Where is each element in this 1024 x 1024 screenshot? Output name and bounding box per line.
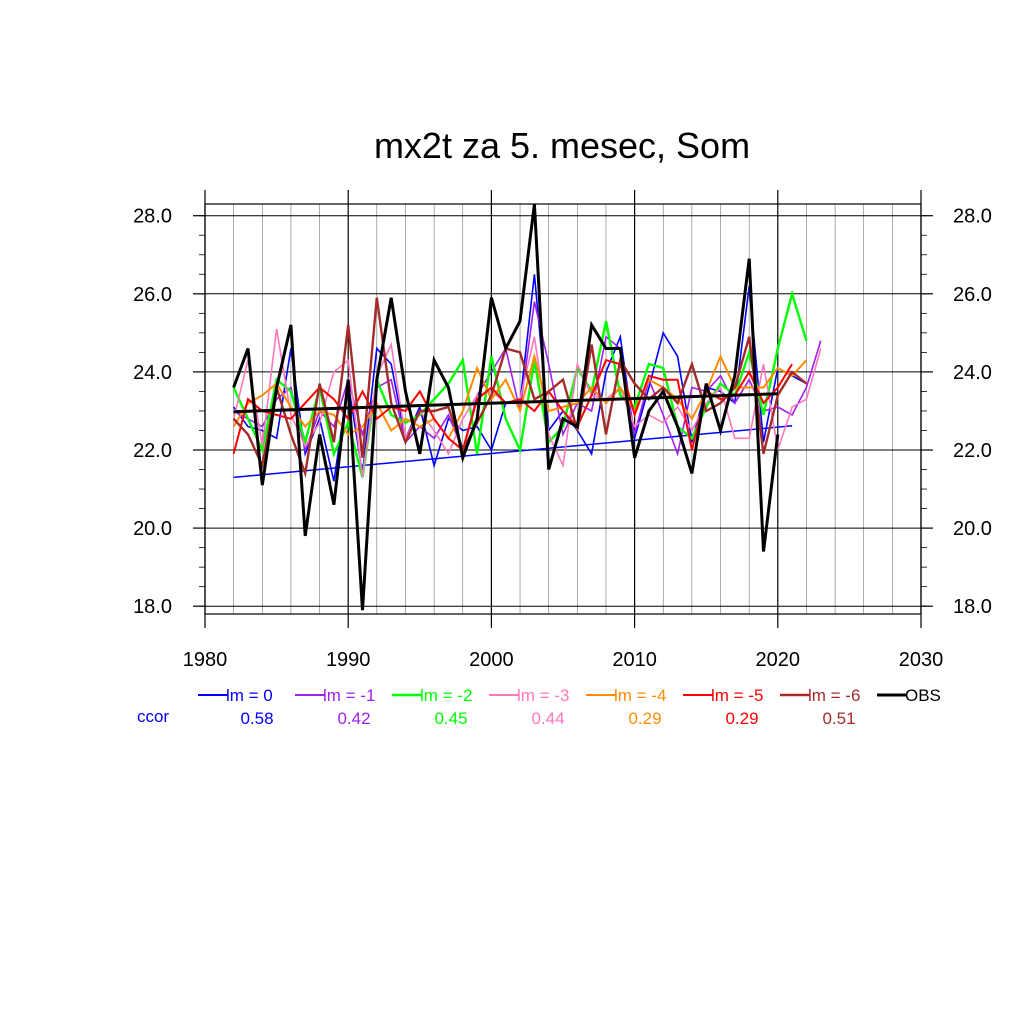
x-tick-label: 1990 xyxy=(326,649,371,671)
ccor-value: 0.29 xyxy=(628,709,661,728)
axis-ticks: 1980 1990 2000 2010 2020 2030 18.0 18.0 20.0 20.0… xyxy=(133,190,992,671)
y-tick-label-left: 28.0 xyxy=(133,206,172,228)
legend-label: lm = 0 xyxy=(226,686,273,705)
legend-label: lm = -4 xyxy=(614,686,666,705)
ccor-value: 0.29 xyxy=(725,709,758,728)
y-tick-label-left: 20.0 xyxy=(133,518,172,540)
x-tick-label: 2010 xyxy=(612,649,657,671)
ccor-label: ccor xyxy=(137,707,169,726)
x-tick-label: 2000 xyxy=(469,649,514,671)
y-tick-label-left: 18.0 xyxy=(133,596,172,618)
legend-label: lm = -1 xyxy=(323,686,375,705)
ccor-value: 0.45 xyxy=(434,709,467,728)
x-tick-label: 2020 xyxy=(756,649,801,671)
x-tick-label: 2030 xyxy=(899,649,944,671)
y-tick-label-right: 18.0 xyxy=(953,596,992,618)
legend: ccor lm = 0 0.58 lm = -1 0.42 lm = -2 0.45 lm =… xyxy=(137,686,941,728)
legend-label: lm = -6 xyxy=(808,686,860,705)
y-tick-label-right: 24.0 xyxy=(953,362,992,384)
legend-label: OBS xyxy=(905,686,941,705)
ccor-value: 0.51 xyxy=(822,709,855,728)
y-tick-label-left: 22.0 xyxy=(133,440,172,462)
series-line-lm-1 xyxy=(233,301,822,457)
y-tick-label-right: 26.0 xyxy=(953,284,992,306)
plot-border xyxy=(204,203,922,615)
legend-label: lm = -2 xyxy=(420,686,472,705)
ccor-value: 0.42 xyxy=(337,709,370,728)
series-line-obs xyxy=(232,203,780,611)
series-line-lm-4 xyxy=(232,352,808,441)
ccor-value: 0.44 xyxy=(531,709,564,728)
ccor-value: 0.58 xyxy=(240,709,273,728)
chart-title: mx2t za 5. mesec, Som xyxy=(374,125,750,166)
y-tick-label-left: 26.0 xyxy=(133,284,172,306)
x-tick-label: 1980 xyxy=(183,649,228,671)
trend-line-obs xyxy=(233,392,778,414)
y-tick-label-left: 24.0 xyxy=(133,362,172,384)
series-lines xyxy=(232,203,822,611)
series-line-lm-6 xyxy=(232,297,808,479)
y-tick-label-right: 20.0 xyxy=(953,518,992,540)
legend-label: lm = -5 xyxy=(711,686,763,705)
y-tick-label-right: 22.0 xyxy=(953,440,992,462)
y-tick-label-right: 28.0 xyxy=(953,206,992,228)
plot-frame xyxy=(204,203,922,615)
legend-label: lm = -3 xyxy=(517,686,569,705)
